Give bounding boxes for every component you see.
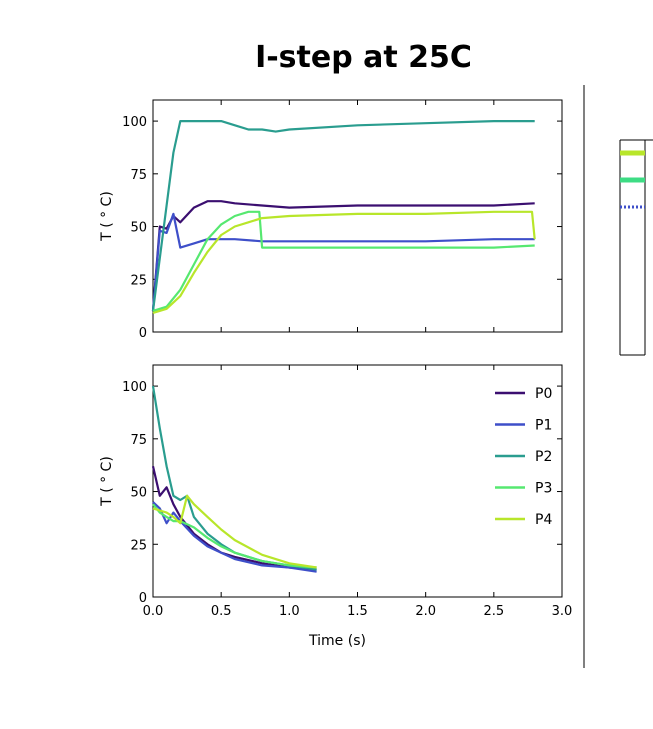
bottom-series-p0: [151, 465, 317, 571]
top-series-p2: [151, 119, 535, 312]
bottom-series-p4: [152, 494, 317, 569]
bottom-ylabel: T ( ° C): [99, 456, 115, 507]
bottom-ytick-label: 25: [130, 538, 147, 553]
bottom-xtick-label: 3.0: [552, 604, 573, 619]
bottom-ytick-label: 75: [130, 433, 147, 448]
bottom-xtick-label: 2.5: [483, 604, 504, 619]
bottom-xtick-label: 1.5: [347, 604, 368, 619]
top-ytick-label: 25: [130, 273, 147, 288]
top-ytick-label: 75: [130, 168, 147, 183]
bottom-xtick-label: 2.0: [415, 604, 436, 619]
bottom-series-p2: [151, 385, 317, 571]
bottom-series-p3: [152, 503, 317, 569]
top-series-p3: [152, 210, 535, 312]
top-axes-frame: [152, 99, 563, 333]
bottom-ytick-label: 100: [122, 380, 147, 395]
bottom-xtick-label: 1.0: [279, 604, 300, 619]
bottom-plot: 0 25 50 75 100 0.0 0.5 1.0 1.5 2.0 2.5 3.0 T ( ° C) T…: [99, 364, 573, 649]
bottom-axes-frame: [152, 364, 563, 598]
top-ytick-label: 0: [139, 326, 147, 341]
cropped-side-panel: [583, 85, 653, 668]
bottom-xlabel: Time (s): [308, 633, 366, 649]
legend-label-p0: P0: [535, 386, 552, 402]
bottom-ytick-label: 50: [130, 486, 147, 501]
bottom-xtick-label: 0.0: [143, 604, 164, 619]
bottom-xtick-label: 0.5: [211, 604, 232, 619]
legend-label-p4: P4: [535, 512, 552, 528]
legend-label-p1: P1: [535, 418, 552, 434]
top-series-p0: [151, 200, 535, 311]
top-plot: 0 25 50 75 100 T ( ° C): [99, 99, 563, 341]
bottom-ytick-label: 0: [139, 591, 147, 606]
top-series-p4: [152, 210, 536, 315]
top-ytick-label: 100: [122, 115, 147, 130]
top-ylabel: T ( ° C): [99, 191, 115, 242]
legend-label-p2: P2: [535, 449, 552, 465]
top-series-p1: [151, 212, 535, 311]
legend-label-p3: P3: [535, 481, 552, 497]
top-ytick-label: 50: [130, 221, 147, 236]
chart-title: I-step at 25C: [255, 40, 472, 75]
bottom-series-p1: [152, 501, 317, 573]
